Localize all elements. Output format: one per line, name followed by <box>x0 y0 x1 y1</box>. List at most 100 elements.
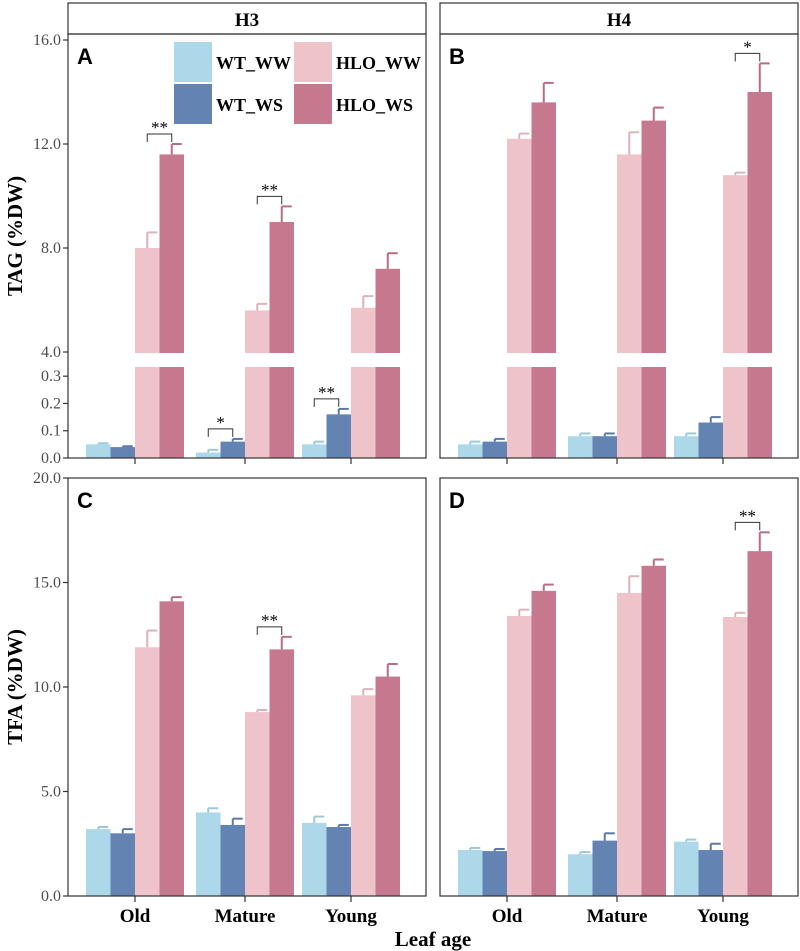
panel-frame <box>439 33 799 459</box>
bar <box>698 850 723 896</box>
axes-layer <box>63 2 799 902</box>
facet-strip <box>67 2 427 35</box>
legend-label: HLO_WW <box>336 53 421 73</box>
y-tick-label: 0.2 <box>41 395 61 412</box>
significance-bracket <box>207 428 234 437</box>
significance-bracket <box>734 521 761 531</box>
bar <box>86 829 111 896</box>
y-tick-label: 20.0 <box>33 470 61 487</box>
legend-swatch <box>174 42 212 82</box>
bar <box>592 436 617 458</box>
x-tick-label: Young <box>325 906 377 927</box>
bar <box>135 647 160 896</box>
y-axis-title: TFA (%DW) <box>3 629 27 745</box>
significance-label: ** <box>318 383 335 402</box>
significance-bracket <box>146 133 173 142</box>
panel-frame <box>439 477 799 897</box>
bar <box>641 565 666 896</box>
bar <box>86 444 111 458</box>
bar <box>245 712 270 896</box>
significance-label: ** <box>261 611 278 630</box>
legend-swatch <box>174 84 212 124</box>
bar <box>326 827 351 896</box>
legend-label: HLO_WS <box>336 95 413 115</box>
bar <box>507 615 532 896</box>
bar <box>110 833 135 896</box>
y-tick-label: 0.0 <box>41 450 61 467</box>
bar <box>482 441 507 458</box>
significance-bracket <box>734 52 761 62</box>
significance-label: ** <box>739 506 756 525</box>
y-tick-label: 0.1 <box>41 423 61 440</box>
bar <box>592 840 617 896</box>
bar <box>302 822 327 896</box>
bar <box>641 120 666 458</box>
bar <box>458 444 483 458</box>
bar <box>674 841 699 896</box>
y-tick-label: 0.3 <box>41 368 61 385</box>
bar <box>351 307 376 458</box>
y-tick-label: 10.0 <box>33 679 61 696</box>
bars-layer <box>66 62 800 896</box>
facet-label: H3 <box>235 10 259 31</box>
bar <box>723 616 748 896</box>
bar <box>245 310 270 458</box>
bar <box>531 102 556 459</box>
bar <box>568 436 593 458</box>
bar <box>531 590 556 896</box>
significance-label: * <box>743 37 752 56</box>
significance-bracket <box>256 626 283 635</box>
bar <box>159 601 184 896</box>
y-tick-label: 5.0 <box>41 784 61 801</box>
y-tick-label: 16.0 <box>33 32 61 49</box>
bar <box>375 676 400 896</box>
y-tick-label: 4.0 <box>41 344 61 361</box>
panel-letter: D <box>449 488 465 513</box>
panel-letter: C <box>77 488 93 513</box>
y-tick-label: 0.0 <box>41 888 61 905</box>
bar <box>617 592 642 896</box>
y-tick-label: 15.0 <box>33 575 61 592</box>
x-tick-label: Old <box>492 906 523 927</box>
bar <box>269 649 294 896</box>
x-axis-title: Leaf age <box>395 927 471 951</box>
bar <box>269 222 294 458</box>
bar <box>220 824 245 896</box>
bar <box>747 551 772 896</box>
bar <box>698 422 723 458</box>
bar <box>747 92 772 458</box>
axis-break <box>438 353 800 367</box>
bar <box>568 854 593 896</box>
x-tick-label: Young <box>697 906 749 927</box>
bar <box>458 850 483 896</box>
bar <box>482 851 507 896</box>
panel-frame <box>67 33 427 459</box>
panel-letter: A <box>77 44 93 69</box>
text-layer: H3 H4A*******B *4.08.012.016.00.00.10.20.3… <box>3 10 756 951</box>
significance-bracket <box>313 398 340 407</box>
x-tick-label: Mature <box>215 906 276 927</box>
facet-label: H4 <box>607 10 632 31</box>
bar <box>196 452 221 458</box>
legend-swatch <box>294 84 332 124</box>
legend-label: WT_WS <box>216 95 283 115</box>
legend-label: WT_WW <box>216 53 291 73</box>
bar <box>326 414 351 458</box>
bar <box>351 695 376 896</box>
x-tick-label: Mature <box>587 906 648 927</box>
facet-strip <box>439 2 799 35</box>
bar <box>196 812 221 896</box>
bar <box>507 138 532 459</box>
y-axis-title: TAG (%DW) <box>3 176 27 296</box>
bar <box>302 444 327 458</box>
significance-label: ** <box>261 180 278 199</box>
bar <box>723 175 748 458</box>
significance-label: * <box>216 413 225 432</box>
bar <box>674 436 699 458</box>
bar <box>220 441 245 458</box>
bar <box>110 447 135 458</box>
panel-letter: B <box>449 44 465 69</box>
bar <box>617 154 642 458</box>
axis-break <box>66 353 428 367</box>
